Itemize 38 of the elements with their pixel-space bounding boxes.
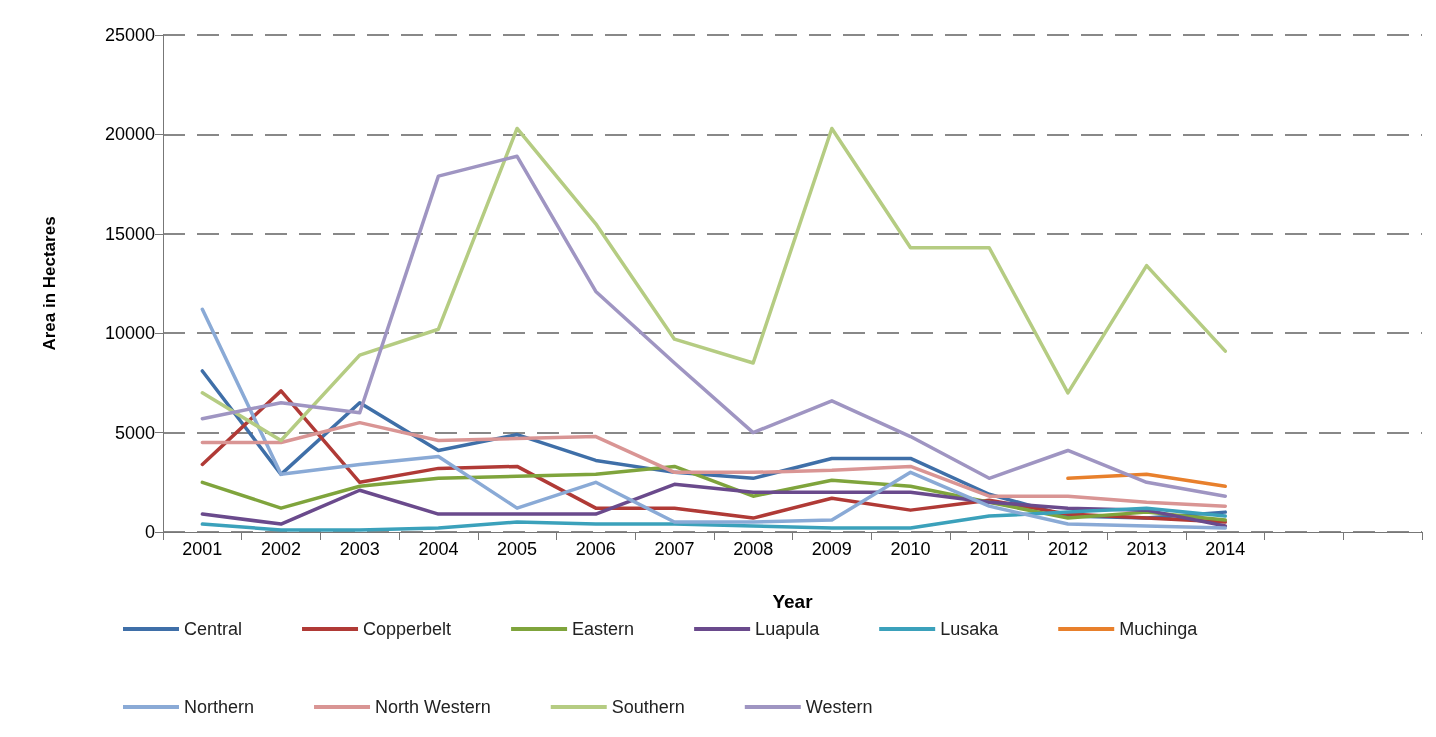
y-axis-title: Area in Hectares	[40, 216, 59, 351]
legend-label: Muchinga	[1119, 619, 1199, 639]
y-tick-label: 15000	[104, 223, 155, 244]
legend-label: Western	[805, 697, 873, 717]
y-tick-label: 0	[144, 522, 155, 542]
line-series	[200, 506, 1228, 532]
legend-label: Copperbelt	[363, 619, 452, 639]
x-tick-label: 2012	[1047, 539, 1088, 559]
x-tick-label: 2004	[418, 539, 459, 559]
x-tick-label: 2003	[339, 539, 380, 559]
legend-label: Central	[184, 619, 243, 639]
x-tick-label: 2005	[497, 539, 538, 559]
y-tick-label: 25000	[104, 25, 155, 45]
legend-label: Southern	[611, 697, 685, 717]
line-series	[200, 420, 1228, 508]
x-tick-label: 2014	[1205, 539, 1246, 559]
x-tick-label: 2006	[575, 539, 616, 559]
x-tick-label: 2010	[890, 539, 931, 559]
line-series	[200, 307, 1228, 530]
line-series	[200, 154, 1228, 498]
legend-label: Northern	[184, 697, 255, 717]
legend-label: Lusaka	[940, 619, 1000, 639]
line-series	[200, 126, 1228, 443]
y-tick-label: 5000	[114, 422, 155, 443]
x-tick-label: 2001	[182, 539, 223, 559]
x-axis-title: Year	[772, 591, 814, 612]
x-tick-label: 2008	[733, 539, 774, 559]
x-tick-label: 2007	[654, 539, 695, 559]
y-tick-label: 10000	[104, 323, 155, 344]
x-tick-label: 2011	[969, 539, 1009, 559]
x-tick-label: 2002	[261, 539, 302, 559]
legend-label: Luapula	[755, 619, 821, 639]
legend-label: Eastern	[572, 619, 635, 639]
x-tick-label: 2009	[811, 539, 852, 559]
y-tick-label: 20000	[104, 124, 155, 145]
legend-label: North Western	[375, 697, 491, 717]
line-series	[200, 482, 1228, 528]
x-tick-label: 2013	[1126, 539, 1167, 559]
